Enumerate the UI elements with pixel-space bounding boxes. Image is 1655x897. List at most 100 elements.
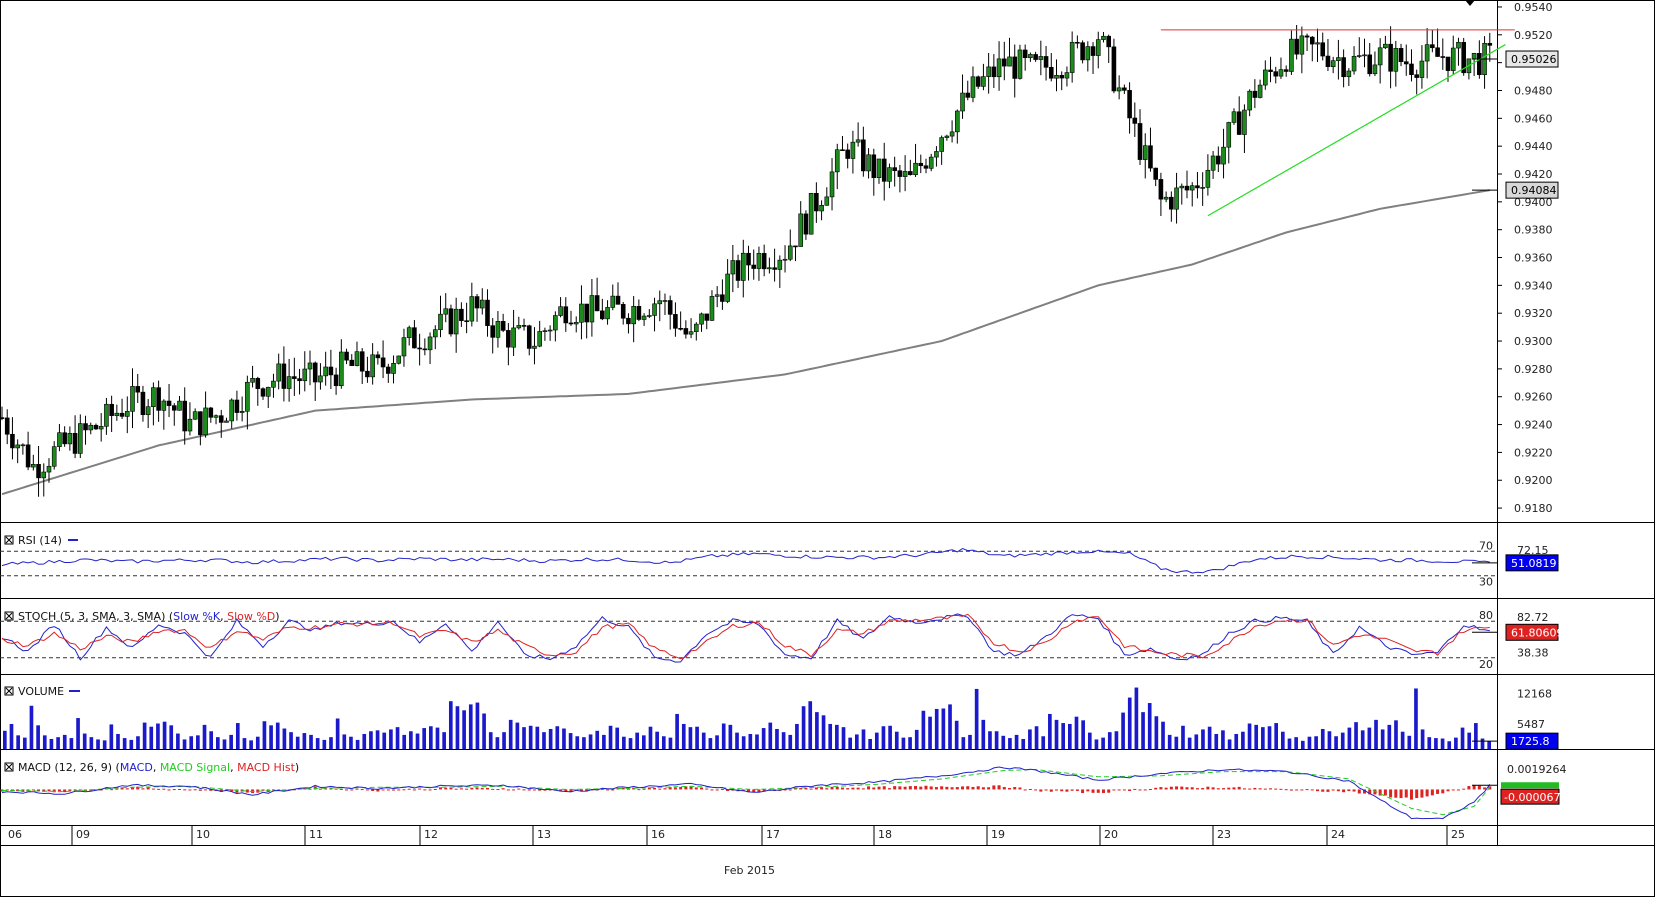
- volume-bar: [628, 738, 633, 749]
- candle-body: [840, 149, 845, 152]
- candle-body: [521, 325, 527, 327]
- candle-body: [260, 388, 266, 397]
- macd-hist-bar: [950, 787, 954, 790]
- last-price-box: [1505, 50, 1559, 68]
- macd-hist-bar: [715, 789, 719, 791]
- macd-hist-bar: [131, 787, 135, 790]
- macd-hist-bar: [694, 787, 698, 790]
- candle-body: [281, 363, 287, 389]
- candle-body: [944, 135, 950, 138]
- volume-bar: [1360, 730, 1365, 749]
- candle-body: [824, 196, 830, 206]
- macd-hist-bar: [668, 787, 672, 790]
- macd-hist-bar: [475, 787, 479, 790]
- macd-hist-bar: [16, 789, 20, 792]
- macd-label-part: MACD Hist: [237, 761, 296, 774]
- candle-body: [975, 76, 981, 87]
- candle-body: [1106, 35, 1111, 48]
- volume-bar: [1054, 719, 1059, 749]
- volume-bar: [42, 735, 47, 749]
- volume-bar: [1107, 732, 1112, 749]
- volume-bar: [1187, 737, 1192, 749]
- candle-body: [866, 154, 871, 172]
- candle-body: [1278, 69, 1284, 77]
- macd-hist-bar: [141, 788, 145, 790]
- volume-bar: [1394, 720, 1398, 749]
- macd-hist-bar: [1211, 787, 1215, 790]
- macd-hist-bar: [177, 788, 181, 790]
- macd-hist-bar: [1054, 789, 1058, 791]
- candle-body: [1461, 41, 1466, 74]
- macd-hist-bar: [997, 785, 1001, 790]
- volume-bar: [1474, 723, 1478, 749]
- candle-body: [798, 213, 804, 247]
- macd-hist-bar: [5, 789, 9, 791]
- macd-hist-bar: [955, 787, 959, 790]
- macd-hist-bar: [172, 789, 176, 791]
- price-tick-label: 0.9200: [1514, 474, 1553, 487]
- candle-body: [114, 412, 120, 416]
- candle-body: [1075, 41, 1080, 44]
- macd-hist-bar: [1284, 789, 1288, 791]
- volume-bar: [448, 701, 453, 749]
- candle-body: [1341, 57, 1346, 78]
- volume-bar: [522, 727, 526, 749]
- macd-hist-bar: [1462, 788, 1466, 790]
- volume-bar: [1141, 712, 1145, 749]
- volume-bar: [881, 726, 886, 749]
- candle-body: [302, 368, 308, 382]
- macd-hist-bar: [491, 788, 495, 790]
- candle-body: [344, 351, 349, 361]
- candle-body: [239, 410, 245, 413]
- macd-hist-bar: [924, 785, 928, 790]
- macd-hist-bar: [470, 787, 474, 790]
- candle-body: [693, 323, 699, 332]
- volume-bar: [16, 735, 20, 749]
- macd-hist-bar: [496, 789, 500, 791]
- candle-body: [218, 415, 224, 423]
- candle-body: [803, 213, 809, 235]
- macd-hist-bar: [793, 788, 797, 790]
- macd-hist-bar: [365, 789, 369, 791]
- macd-hist-bar: [992, 785, 996, 790]
- candle-body: [1012, 56, 1018, 79]
- candle-body: [20, 444, 26, 447]
- volume-bar: [468, 704, 473, 749]
- candle-body: [57, 432, 62, 447]
- volume-bar: [3, 730, 7, 749]
- volume-bar: [934, 708, 939, 749]
- last-price-value: 0.95026: [1511, 53, 1557, 66]
- macd-hist-bar: [1279, 788, 1283, 790]
- macd-hist-bar: [42, 789, 46, 792]
- candle-body: [1101, 35, 1106, 40]
- candle-body: [469, 296, 475, 322]
- candle-body: [25, 444, 31, 468]
- macd-hist-bar: [814, 787, 818, 790]
- volume-label: VOLUME: [18, 685, 64, 698]
- volume-bar: [921, 710, 926, 749]
- macd-hist-bar: [908, 786, 912, 790]
- macd-hist-bar: [747, 789, 750, 793]
- stoch-label-part: ,: [220, 610, 227, 623]
- candle-body: [292, 376, 297, 379]
- macd-hist-bar: [1263, 788, 1267, 790]
- candle-body: [1440, 56, 1446, 58]
- time-tick-label: 19: [991, 828, 1005, 841]
- candle-body: [1388, 43, 1393, 72]
- candle-body: [72, 433, 78, 454]
- volume-tick-label: 12168: [1517, 688, 1552, 701]
- macd-hist-bar: [376, 789, 380, 792]
- macd-hist-bar: [1409, 789, 1413, 800]
- volume-bar: [1447, 741, 1452, 749]
- candle-body: [312, 362, 318, 383]
- macd-hist-bar: [825, 788, 829, 790]
- macd-hist-bar: [752, 789, 756, 793]
- volume-bar: [815, 712, 819, 749]
- candle-body: [104, 403, 109, 427]
- candle-body: [547, 329, 553, 332]
- volume-bar: [102, 740, 107, 749]
- volume-bar: [941, 708, 946, 749]
- candle-body: [412, 327, 417, 349]
- macd-hist-bar: [548, 789, 552, 791]
- candle-body: [751, 264, 757, 269]
